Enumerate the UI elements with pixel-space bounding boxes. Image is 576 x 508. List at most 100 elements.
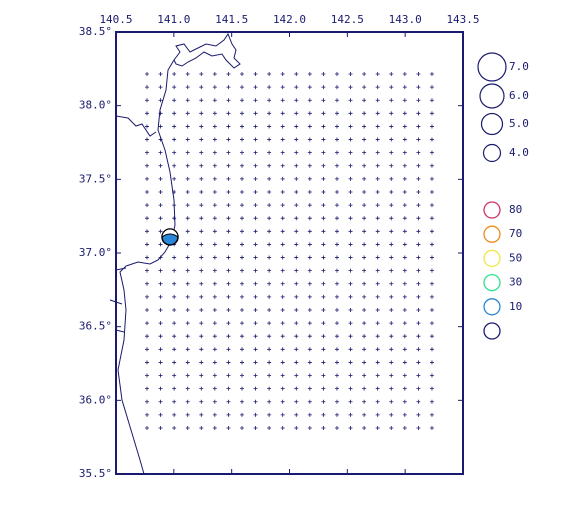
grid-point — [416, 399, 421, 404]
grid-point — [362, 229, 367, 234]
grid-point — [348, 111, 353, 116]
grid-point — [334, 229, 339, 234]
grid-point — [267, 111, 272, 116]
grid-point — [375, 425, 380, 430]
grid-point — [294, 163, 299, 168]
grid-point — [226, 85, 231, 90]
grid-point — [267, 268, 272, 273]
grid-point — [389, 347, 394, 352]
grid-point — [321, 321, 326, 326]
grid-point — [239, 203, 244, 208]
grid-point — [145, 176, 149, 181]
grid-point — [212, 255, 217, 260]
grid-point — [226, 216, 231, 221]
grid-point — [239, 176, 244, 181]
grid-point — [253, 386, 258, 391]
grid-point — [280, 412, 285, 417]
grid-point — [362, 425, 367, 430]
grid-point — [348, 347, 353, 352]
grid-point — [348, 386, 353, 391]
grid-point — [429, 321, 434, 326]
grid-point — [294, 124, 299, 129]
grid-point — [362, 137, 367, 142]
grid-point — [334, 137, 339, 142]
grid-point — [307, 373, 312, 378]
grid-point — [212, 294, 217, 299]
grid-point — [307, 72, 312, 76]
grid-point — [294, 203, 299, 208]
grid-point — [321, 386, 326, 391]
grid-point — [334, 412, 339, 417]
grid-point — [185, 386, 190, 391]
grid-point — [294, 176, 299, 181]
grid-point — [362, 72, 367, 76]
grid-point — [185, 242, 190, 247]
grid-point — [402, 255, 407, 260]
lon-label: 142.0 — [273, 13, 306, 26]
grid-point — [226, 229, 231, 234]
lat-label: 37.5° — [79, 172, 112, 185]
grid-point — [294, 307, 299, 312]
grid-point — [429, 203, 434, 208]
grid-point — [416, 189, 421, 194]
grid-point — [334, 321, 339, 326]
grid-point — [280, 163, 285, 168]
grid-point — [226, 321, 231, 326]
grid-point — [212, 216, 217, 221]
grid-point — [267, 124, 272, 129]
magnitude-label: 4.0 — [509, 146, 529, 159]
grid-point — [280, 360, 285, 365]
grid-point — [280, 373, 285, 378]
grid-point — [294, 98, 299, 103]
grid-point — [145, 281, 149, 286]
grid-point — [145, 360, 149, 365]
grid-point — [158, 150, 163, 155]
grid-point — [402, 163, 407, 168]
grid-point — [172, 150, 177, 155]
grid-point — [389, 412, 394, 417]
grid-point — [172, 124, 177, 129]
grid-point — [362, 294, 367, 299]
grid-point — [267, 399, 272, 404]
grid-point — [348, 360, 353, 365]
grid-point — [307, 203, 312, 208]
grid-point — [402, 98, 407, 103]
grid-point — [239, 373, 244, 378]
grid-point — [362, 124, 367, 129]
grid-point — [416, 360, 421, 365]
grid-point — [226, 124, 231, 129]
grid-point — [280, 307, 285, 312]
grid-point — [226, 386, 231, 391]
lon-label: 143.5 — [446, 13, 479, 26]
grid-point — [362, 111, 367, 116]
grid-point — [267, 85, 272, 90]
magnitude-circle — [482, 143, 502, 163]
grid-point — [158, 216, 163, 221]
grid-point — [267, 150, 272, 155]
grid-point — [389, 189, 394, 194]
grid-point — [199, 216, 204, 221]
grid-point — [226, 412, 231, 417]
grid-point — [362, 281, 367, 286]
grid-point — [416, 229, 421, 234]
grid-point — [239, 150, 244, 155]
grid-point — [267, 294, 272, 299]
grid-point — [172, 176, 177, 181]
grid-point — [199, 85, 204, 90]
depth-label: 70 — [509, 227, 522, 240]
grid-point — [185, 137, 190, 142]
grid-point — [389, 294, 394, 299]
grid-point — [402, 111, 407, 116]
grid-point — [389, 72, 394, 76]
epicenter — [161, 228, 179, 246]
grid-point — [389, 386, 394, 391]
grid-point — [402, 412, 407, 417]
grid-point — [158, 425, 163, 430]
grid-point — [402, 189, 407, 194]
grid-point — [348, 163, 353, 168]
grid-point — [212, 242, 217, 247]
grid-point — [375, 386, 380, 391]
grid-point — [402, 85, 407, 90]
grid-point — [199, 334, 204, 339]
grid-point — [239, 360, 244, 365]
